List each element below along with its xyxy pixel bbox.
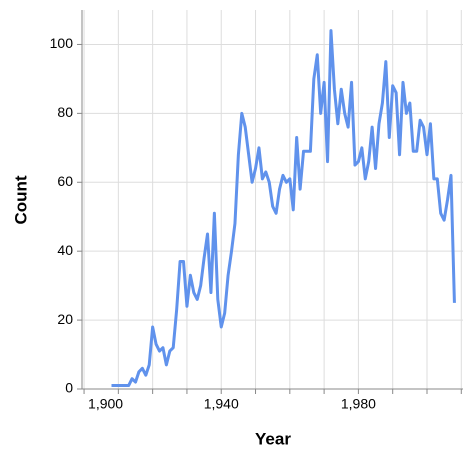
y-tick-label: 60 [57, 173, 73, 189]
data-line [111, 29, 456, 388]
y-tick-label: 80 [57, 104, 73, 120]
y-axis-title: Count [11, 175, 30, 224]
x-tick-label: 1,940 [204, 396, 239, 412]
y-tick-label: 40 [57, 242, 73, 258]
x-tick-label: 1,900 [88, 396, 123, 412]
y-tick-label: 0 [65, 380, 73, 396]
x-axis-title: Year [255, 429, 291, 448]
y-tick-label: 100 [50, 35, 74, 51]
x-tick-label: 1,980 [341, 396, 376, 412]
y-tick-label: 20 [57, 311, 73, 327]
